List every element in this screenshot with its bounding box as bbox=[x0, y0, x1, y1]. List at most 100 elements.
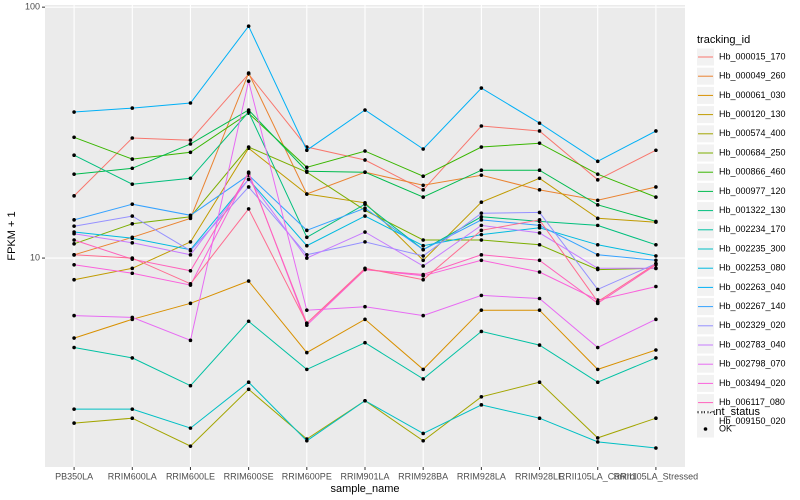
data-point bbox=[188, 301, 193, 306]
data-point bbox=[421, 147, 425, 151]
data-point bbox=[479, 329, 484, 334]
data-point bbox=[246, 177, 251, 182]
data-point bbox=[72, 238, 76, 242]
data-point bbox=[130, 157, 135, 161]
data-point bbox=[421, 254, 425, 258]
data-point bbox=[72, 263, 76, 267]
data-point bbox=[421, 258, 425, 263]
legend-label: Hb_000574_400 bbox=[719, 128, 786, 138]
data-point bbox=[595, 367, 600, 372]
legend-label: Hb_009150_020 bbox=[719, 416, 786, 426]
data-point bbox=[654, 416, 658, 421]
data-point bbox=[305, 192, 309, 196]
data-point bbox=[537, 168, 542, 172]
data-point bbox=[654, 254, 658, 258]
data-point bbox=[246, 71, 251, 75]
data-point bbox=[595, 299, 600, 304]
legend-title: tracking_id bbox=[697, 34, 750, 46]
data-point bbox=[246, 380, 251, 385]
data-point bbox=[363, 158, 367, 162]
data-point bbox=[595, 223, 600, 228]
data-point bbox=[479, 215, 484, 219]
data-point bbox=[654, 129, 658, 133]
data-point bbox=[188, 444, 193, 448]
data-point bbox=[595, 178, 600, 182]
data-point bbox=[246, 185, 251, 189]
data-point bbox=[130, 182, 135, 186]
data-point bbox=[595, 345, 600, 350]
data-point bbox=[654, 284, 658, 289]
data-point bbox=[595, 440, 600, 444]
data-point bbox=[537, 176, 542, 181]
data-point bbox=[479, 173, 484, 177]
data-point bbox=[654, 148, 658, 153]
data-point bbox=[363, 398, 367, 403]
data-point bbox=[188, 383, 193, 388]
data-point bbox=[654, 356, 658, 360]
data-point bbox=[305, 350, 309, 355]
data-point bbox=[72, 421, 76, 425]
data-point bbox=[595, 172, 600, 176]
data-point bbox=[363, 240, 367, 244]
data-point bbox=[130, 214, 135, 218]
data-point bbox=[654, 266, 658, 271]
data-point bbox=[246, 79, 251, 83]
data-point bbox=[421, 367, 425, 372]
data-point bbox=[130, 266, 135, 271]
data-point bbox=[479, 211, 484, 215]
data-point bbox=[654, 258, 658, 263]
data-point bbox=[479, 258, 484, 263]
data-point bbox=[72, 253, 76, 257]
data-point bbox=[479, 403, 484, 407]
data-point bbox=[130, 166, 135, 171]
data-point bbox=[130, 221, 135, 226]
data-point bbox=[363, 340, 367, 345]
data-point bbox=[246, 110, 251, 114]
data-point bbox=[479, 293, 484, 298]
data-point bbox=[654, 348, 658, 352]
data-point bbox=[421, 377, 425, 381]
x-tick-label: RRIM928BA bbox=[398, 471, 448, 481]
legend-label: Hb_001322_130 bbox=[719, 205, 786, 215]
legend-label: Hb_002798_070 bbox=[719, 359, 786, 369]
legend-label: Hb_002253_080 bbox=[719, 263, 786, 273]
data-point bbox=[130, 315, 135, 320]
x-tick-label: RRIM600LA bbox=[108, 471, 157, 481]
data-point bbox=[246, 171, 251, 175]
data-point bbox=[130, 202, 135, 206]
data-point bbox=[363, 304, 367, 309]
data-point bbox=[537, 308, 542, 312]
data-point bbox=[363, 317, 367, 322]
data-point bbox=[537, 223, 542, 228]
data-point bbox=[421, 438, 425, 443]
data-point bbox=[72, 153, 76, 158]
data-point bbox=[188, 240, 193, 244]
data-point bbox=[130, 416, 135, 421]
data-point bbox=[654, 261, 658, 266]
data-point bbox=[537, 242, 542, 247]
data-point bbox=[305, 367, 309, 372]
data-point bbox=[654, 195, 658, 199]
data-point bbox=[595, 159, 600, 164]
legend-label: Hb_000049_260 bbox=[719, 71, 786, 81]
data-point bbox=[421, 247, 425, 252]
data-point bbox=[537, 188, 542, 192]
data-point bbox=[72, 231, 76, 236]
data-point bbox=[188, 101, 193, 105]
data-point bbox=[537, 258, 542, 263]
x-tick-label: RRIM901LA bbox=[340, 471, 389, 481]
data-point bbox=[246, 279, 251, 283]
data-point bbox=[595, 242, 600, 247]
legend-label: Hb_002329_020 bbox=[719, 320, 786, 330]
data-point bbox=[654, 317, 658, 322]
data-point bbox=[479, 394, 484, 399]
data-point bbox=[654, 185, 658, 189]
legend-label: Hb_002234_170 bbox=[719, 224, 786, 234]
x-tick-label: RRII105LA_Stressed bbox=[614, 471, 699, 481]
data-point bbox=[479, 238, 484, 242]
shape-legend-swatch bbox=[703, 427, 708, 431]
data-point bbox=[305, 321, 309, 326]
data-point bbox=[421, 238, 425, 242]
data-point bbox=[595, 253, 600, 257]
legend-label: Hb_002263_040 bbox=[719, 282, 786, 292]
